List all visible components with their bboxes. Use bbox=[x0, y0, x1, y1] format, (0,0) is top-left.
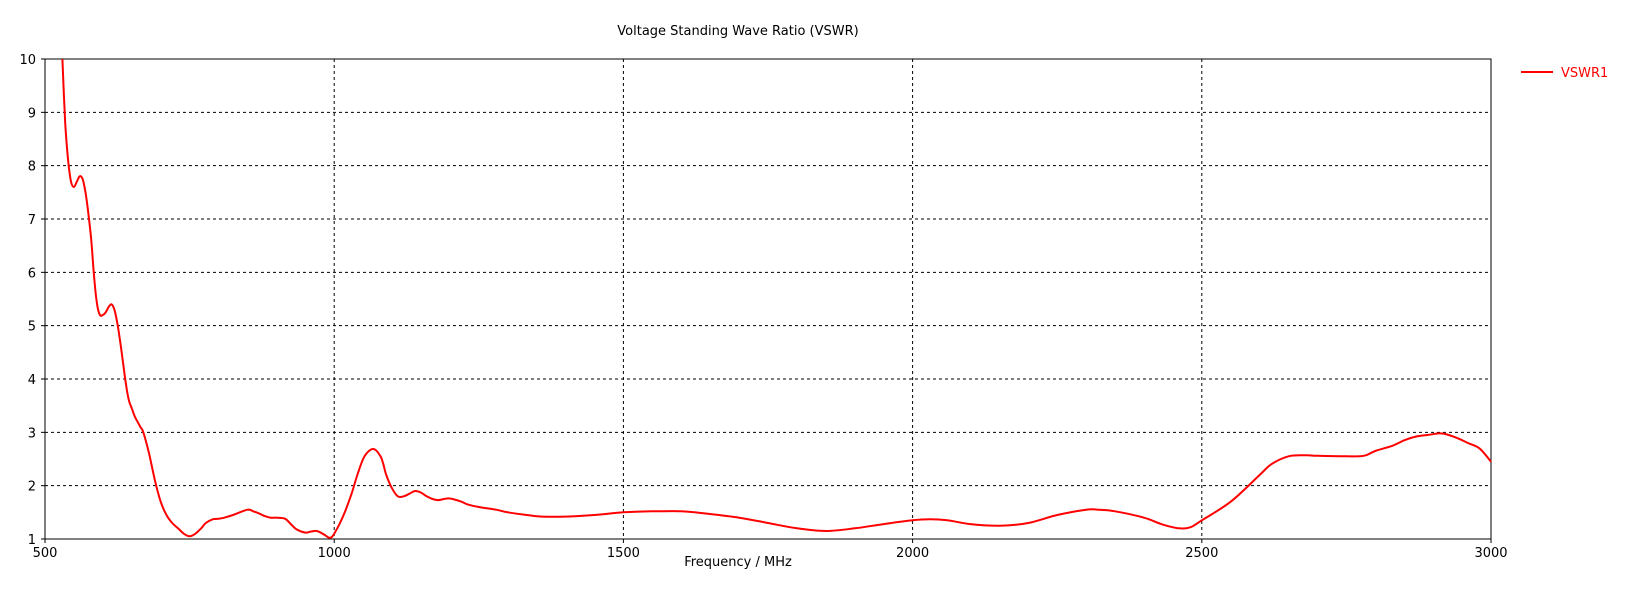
y-tick-label: 10 bbox=[19, 53, 36, 68]
legend-label-vswr1: VSWR1 bbox=[1561, 66, 1608, 81]
x-tick-label: 2000 bbox=[896, 546, 929, 561]
x-tick-label: 1000 bbox=[318, 546, 351, 561]
y-tick-label: 6 bbox=[28, 266, 36, 281]
plot-area bbox=[44, 58, 1492, 540]
x-tick-label: 2500 bbox=[1185, 546, 1218, 561]
x-tick-label: 500 bbox=[33, 546, 58, 561]
chart-title: Voltage Standing Wave Ratio (VSWR) bbox=[617, 24, 858, 39]
y-tick-label: 8 bbox=[28, 160, 36, 175]
grid-lines bbox=[45, 59, 1491, 539]
y-tick-label: 7 bbox=[28, 213, 36, 228]
series-layer bbox=[61, 58, 1492, 539]
y-tick-label: 2 bbox=[28, 480, 36, 495]
y-tick-label: 4 bbox=[28, 373, 36, 388]
y-tick-label: 9 bbox=[28, 106, 36, 121]
legend: VSWR1 bbox=[1521, 66, 1608, 81]
series-line-vswr1 bbox=[61, 58, 1492, 539]
axis-ticks: 500 1000 1500 2000 2500 3000 1 2 3 4 5 6 7 8 9 10 bbox=[19, 53, 1507, 561]
y-tick-label: 5 bbox=[28, 320, 36, 335]
x-tick-label: 3000 bbox=[1474, 546, 1507, 561]
x-axis-label: Frequency / MHz bbox=[684, 555, 792, 570]
x-tick-label: 1500 bbox=[607, 546, 640, 561]
y-tick-label: 3 bbox=[28, 426, 36, 441]
y-tick-label: 1 bbox=[28, 533, 36, 548]
